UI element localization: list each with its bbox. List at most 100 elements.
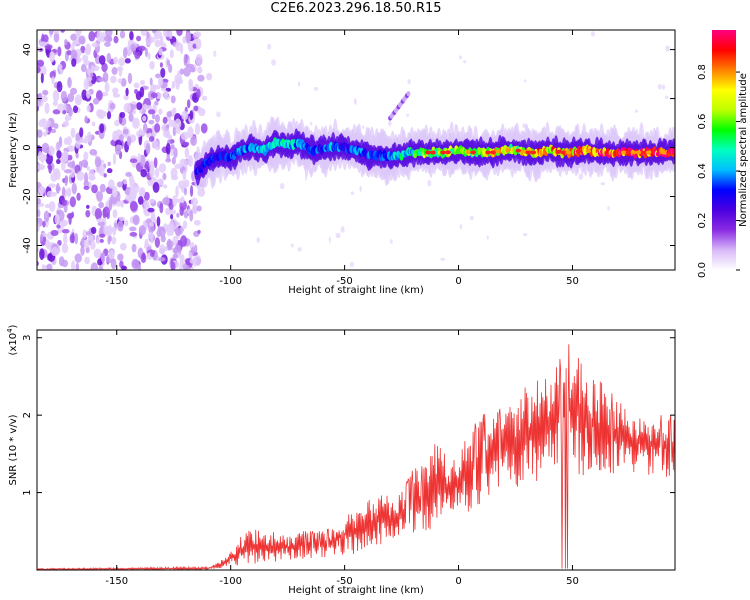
spectrogram-peak-cell — [515, 148, 522, 153]
spectrogram-noise-cell — [97, 109, 106, 120]
spectrogram-peak-cell — [490, 150, 496, 155]
spectrogram-noise-cell — [53, 123, 59, 129]
spectrogram-noise-cell — [48, 201, 56, 212]
spectrogram-noise-cell — [44, 204, 51, 209]
spectrogram-noise-cell — [87, 235, 94, 242]
spectrogram-noise-cell — [104, 35, 112, 42]
spectrogram-noise-cell — [72, 105, 79, 114]
spectrogram-peak-cell — [485, 150, 491, 155]
spectrogram-noise-cell — [162, 184, 168, 189]
spectrogram-noise-cell — [189, 66, 196, 73]
x-tick-label: 50 — [566, 576, 579, 587]
spectrogram-peak-cell — [645, 150, 652, 155]
spectrogram-noise-cell — [74, 253, 82, 263]
spectrogram-noise-cell — [142, 115, 147, 122]
spectrogram-noise-cell — [184, 147, 190, 159]
spectrogram-noise-cell — [179, 200, 187, 211]
spectrogram-noise-cell — [127, 72, 133, 85]
spectrogram-noise-cell — [164, 246, 168, 252]
spectrogram-noise-cell — [112, 130, 118, 142]
spectrogram-noise-cell — [118, 57, 126, 67]
spectrogram-noise-cell — [297, 81, 301, 87]
spectrogram-noise-cell — [182, 220, 188, 230]
spectrogram-noise-cell — [147, 207, 155, 213]
snr-y-ticks: 1 2 3 — [22, 335, 675, 496]
spectrogram-noise-cell — [138, 225, 146, 236]
spectrogram-noise-cell — [96, 191, 104, 202]
spectrogram-noise-cell — [44, 102, 50, 114]
spectrogram-noise-cell — [111, 185, 118, 198]
spectrogram-noise-cell — [85, 246, 90, 254]
spectrogram-noise-cell — [172, 195, 178, 207]
spectrogram-noise-cell — [70, 127, 76, 139]
spectrogram-noise-cell — [112, 87, 119, 94]
spectrogram-noise-cell — [150, 92, 158, 99]
spectrogram-noise-cell — [118, 134, 124, 142]
spectrogram-noise-cell — [99, 233, 106, 238]
spectrogram-noise-cell — [67, 154, 73, 161]
spectrogram-noise-cell — [187, 126, 194, 139]
snr-panel: -150 -100 -50 0 50 1 2 3 Height of straight li… — [6, 324, 676, 596]
spectrogram-noise-cell — [90, 240, 96, 250]
spectrogram-noise-cell — [407, 79, 411, 85]
spectrogram-noise-cell — [174, 227, 182, 236]
spectrogram-noise-cell — [194, 123, 201, 136]
spectrogram-noise-cell — [74, 94, 83, 106]
spectrogram-noise-cell — [186, 99, 191, 109]
spectrogram-noise-cell — [140, 169, 148, 178]
x-tick-label: 50 — [566, 276, 579, 287]
spectrogram-noise-cell — [71, 182, 77, 195]
spectrogram-noise-cell — [172, 126, 177, 137]
spectrogram-noise-cell — [147, 109, 156, 115]
spectrogram-peak-cell — [575, 149, 582, 154]
spectrogram-noise-cell — [463, 60, 467, 64]
spectrogram-noise-cell — [117, 78, 123, 84]
spectrogram-noise-cell — [78, 35, 86, 45]
spectrogram-noise-cell — [182, 36, 187, 44]
spectrogram-peak-cell — [445, 150, 451, 155]
spectrogram-noise-cell — [89, 149, 98, 156]
spectrogram-noise-cell — [104, 81, 110, 93]
spectrogram-noise-cell — [47, 164, 52, 170]
spectrogram-noise-cell — [106, 111, 112, 120]
spectrogram-noise-cell — [50, 128, 57, 134]
spectrogram-noise-cell — [56, 150, 62, 159]
spectrogram-noise-cell — [123, 219, 129, 227]
spectrogram-noise-cell — [148, 198, 155, 203]
spectrogram-noise-cell — [114, 119, 120, 127]
spectrogram-noise-cell — [82, 229, 88, 239]
spectrogram-noise-cell — [37, 197, 41, 205]
spectrogram-noise-cell — [129, 201, 138, 212]
spectrogram-noise-cell — [459, 224, 463, 230]
spectrogram-noise-cell — [187, 40, 196, 52]
spectrogram-noise-cell — [349, 261, 354, 268]
spectrogram-noise-cell — [149, 222, 154, 227]
colorbar: 0.0 0.2 0.4 0.6 0.8 Normalized spectral ampl… — [697, 30, 749, 278]
spectrogram-noise-cell — [85, 90, 91, 99]
spectrogram-noise-cell — [194, 244, 198, 254]
spectrogram-noise-cell — [49, 51, 55, 63]
spectrogram-y-ticks: -40 -20 0 20 40 — [22, 43, 675, 254]
spectrogram-noise-cell — [83, 185, 90, 190]
spectrogram-noise-cell — [67, 145, 73, 150]
spectrogram-noise-cell — [40, 118, 46, 124]
colorbar-ticks: 0.0 0.2 0.4 0.6 0.8 — [697, 64, 740, 278]
spectrogram-noise-cell — [166, 238, 172, 250]
spectrogram-noise-cell — [154, 39, 161, 48]
spectrogram-noise-cell — [56, 159, 61, 165]
spectrogram-noise-cell — [143, 191, 150, 201]
spectrogram-noise-cell — [184, 258, 191, 265]
spectrogram-noise-cell — [57, 239, 62, 246]
spectrogram-noise-cell — [193, 219, 201, 226]
x-tick-label: -150 — [105, 576, 128, 587]
spectrogram-noise-cell — [159, 35, 164, 47]
spectrogram-noise-cell — [151, 30, 157, 34]
spectrogram-noise-cell — [75, 262, 80, 270]
spectrogram-noise-cell — [85, 231, 92, 236]
spectrogram-noise-cell — [150, 238, 154, 244]
y-tick-label: -40 — [22, 237, 33, 253]
spectrogram-noise-cell — [162, 172, 167, 181]
spectrogram-noise-cell — [130, 43, 136, 52]
spectrogram-noise-cell — [42, 34, 49, 43]
colorbar-tick-label: 0.2 — [697, 213, 708, 229]
